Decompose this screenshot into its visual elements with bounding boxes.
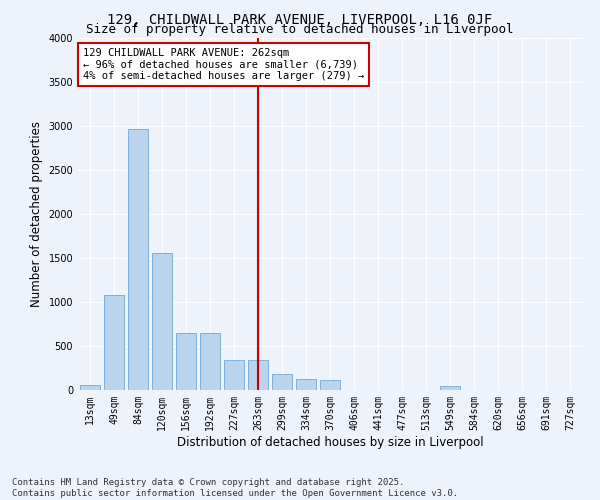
Bar	[224, 360, 244, 390]
Bar	[176, 332, 196, 390]
Bar	[128, 129, 148, 390]
Bar	[104, 295, 124, 390]
X-axis label: Distribution of detached houses by size in Liverpool: Distribution of detached houses by size …	[176, 436, 484, 448]
Bar	[200, 332, 220, 390]
Bar	[320, 380, 340, 390]
Text: 129, CHILDWALL PARK AVENUE, LIVERPOOL, L16 0JF: 129, CHILDWALL PARK AVENUE, LIVERPOOL, L…	[107, 12, 493, 26]
Bar	[152, 254, 172, 390]
Text: Size of property relative to detached houses in Liverpool: Size of property relative to detached ho…	[86, 22, 514, 36]
Bar	[80, 384, 100, 390]
Bar	[440, 386, 460, 390]
Bar	[296, 378, 316, 390]
Bar	[272, 374, 292, 390]
Bar	[248, 360, 268, 390]
Y-axis label: Number of detached properties: Number of detached properties	[30, 120, 43, 306]
Text: Contains HM Land Registry data © Crown copyright and database right 2025.
Contai: Contains HM Land Registry data © Crown c…	[12, 478, 458, 498]
Text: 129 CHILDWALL PARK AVENUE: 262sqm
← 96% of detached houses are smaller (6,739)
4: 129 CHILDWALL PARK AVENUE: 262sqm ← 96% …	[83, 48, 364, 82]
